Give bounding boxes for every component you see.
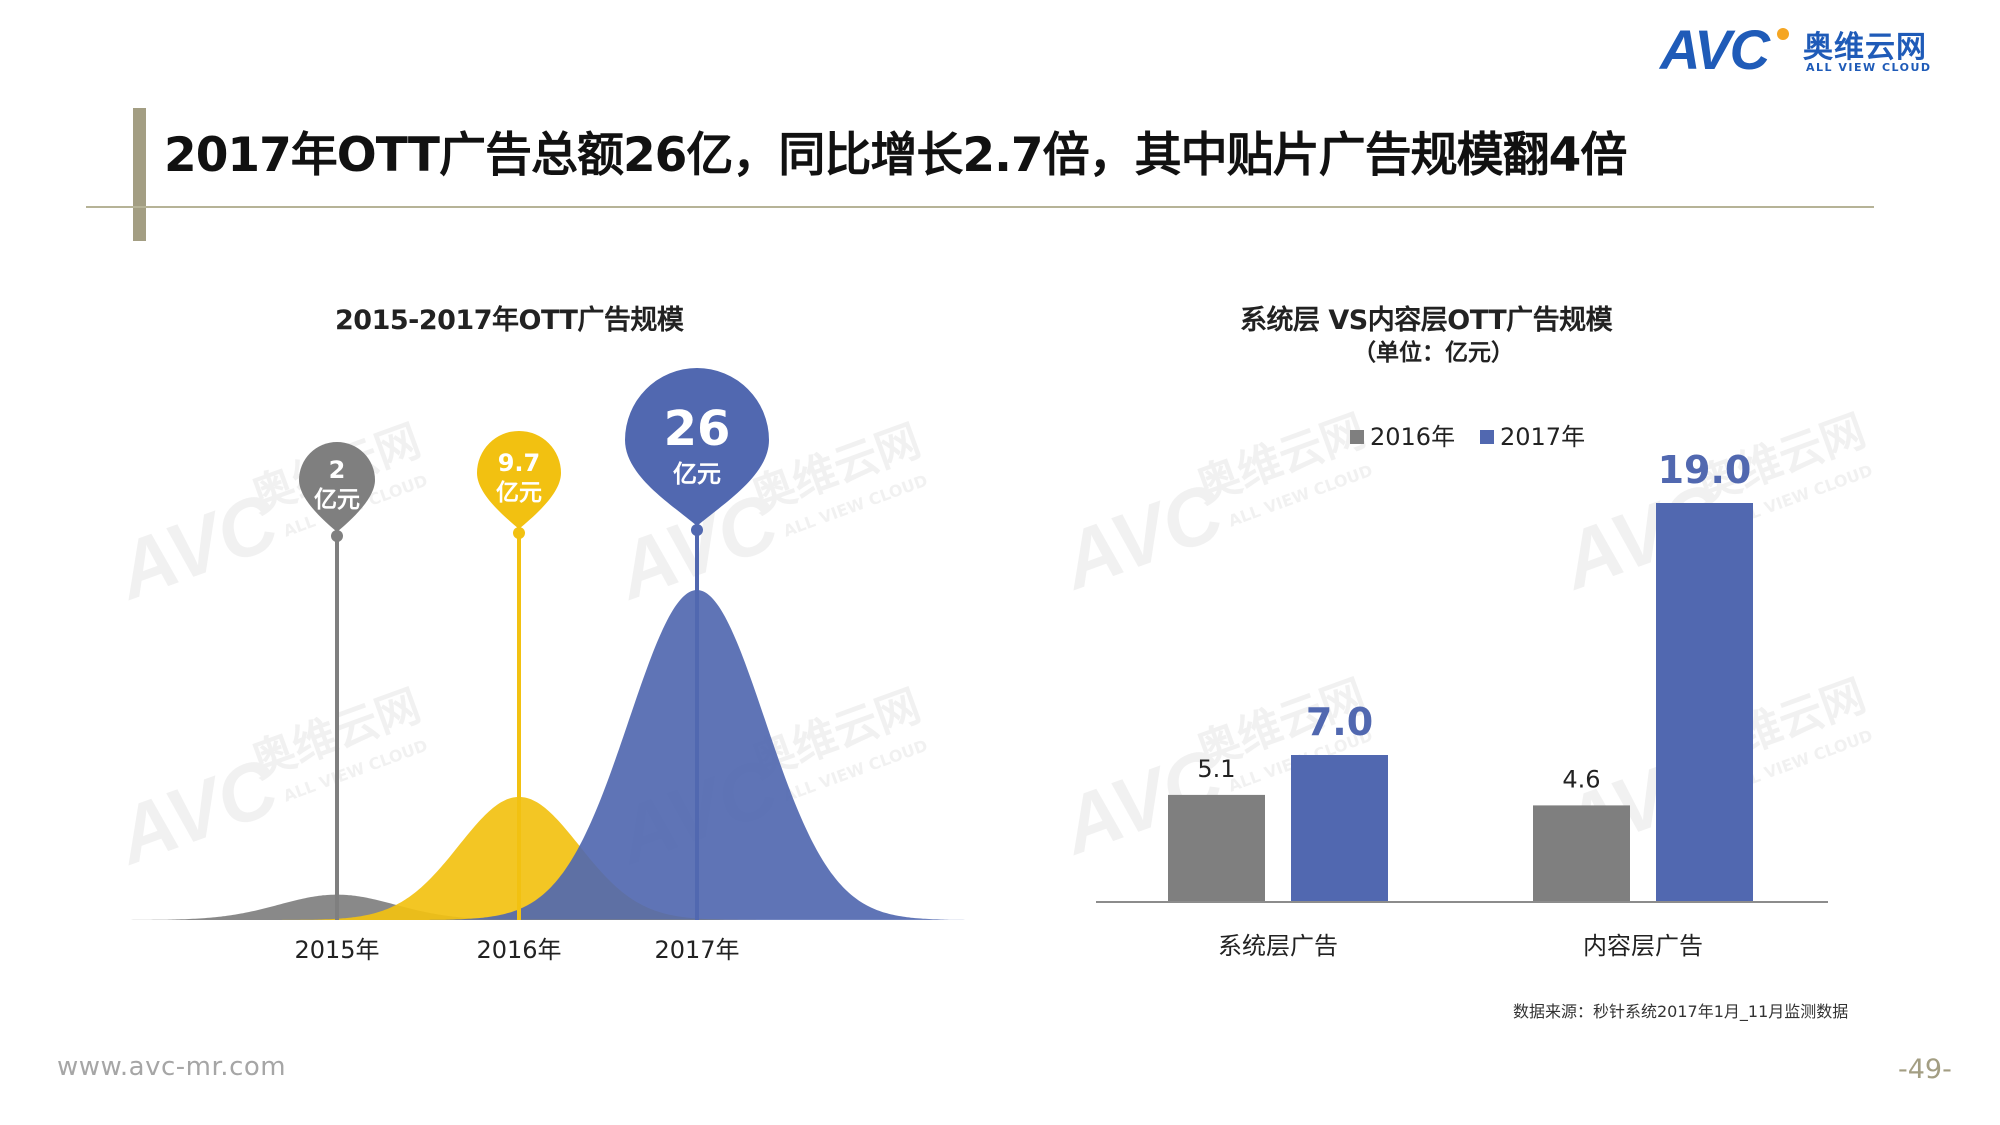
x-tick-label: 2016年	[476, 936, 561, 964]
bar-2016年-系统层广告	[1168, 794, 1265, 902]
page-title: 2017年OTT广告总额26亿，同比增长2.7倍，其中贴片广告规模翻4倍	[164, 128, 1627, 183]
left-chart: 2 亿元 9.7 亿元 26 亿元 2015年 2016年 2017年	[105, 368, 969, 964]
right-chart-subtitle: （单位：亿元）	[1353, 340, 1514, 366]
bar-2017年-系统层广告	[1291, 755, 1388, 902]
left-chart-title: 2015-2017年OTT广告规模	[335, 305, 684, 336]
bar-2016年-内容层广告	[1533, 805, 1630, 902]
legend-label: 2017年	[1500, 423, 1585, 451]
pin-unit-label: 亿元	[673, 460, 721, 488]
logo-brand: AVC	[1660, 18, 1770, 81]
x-tick-label: 系统层广告	[1218, 932, 1338, 960]
pin-unit-label: 亿元	[496, 480, 542, 506]
footer-url: www.avc-mr.com	[57, 1052, 287, 1082]
data-source-note: 数据来源：秒针系统2017年1月_11月监测数据	[1513, 1002, 1849, 1021]
legend-swatch	[1350, 430, 1364, 444]
pin-value-label: 26	[664, 401, 731, 457]
pin-unit-label: 亿元	[314, 487, 360, 513]
bar-data-label: 5.1	[1197, 755, 1235, 783]
title-accent-bar	[133, 108, 146, 241]
logo-name-cn: 奥维云网	[1803, 30, 1927, 65]
bar-data-label: 4.6	[1562, 765, 1600, 793]
pin-2015年	[299, 442, 375, 532]
pin-2017年	[625, 368, 769, 526]
x-tick-label: 2015年	[294, 936, 379, 964]
pin-dot	[691, 524, 703, 536]
pin-value-label: 2	[329, 456, 346, 484]
logo-name-en: ALL VIEW CLOUD	[1806, 61, 1932, 74]
bar-data-label: 19.0	[1658, 448, 1752, 492]
legend-label: 2016年	[1370, 423, 1455, 451]
pin-dot	[331, 530, 343, 542]
right-chart-title: 系统层 VS内容层OTT广告规模	[1240, 305, 1613, 336]
avc-logo: AVC 奥维云网 ALL VIEW CLOUD	[1660, 20, 1970, 80]
pin-value-label: 9.7	[498, 449, 541, 477]
page-number: -49-	[1898, 1054, 1952, 1085]
bar-2017年-内容层广告	[1656, 503, 1753, 902]
bar-data-label: 7.0	[1306, 700, 1373, 744]
legend-swatch	[1480, 430, 1494, 444]
pin-dot	[513, 527, 525, 539]
x-tick-label: 内容层广告	[1583, 932, 1703, 960]
x-tick-label: 2017年	[654, 936, 739, 964]
pin-2016年	[477, 430, 561, 529]
right-chart: 2016年 2017年 5.1 7.0 系统层广告 4.6 19.0 内容层广告	[1096, 423, 1828, 960]
title-divider	[86, 206, 1874, 208]
logo-dot	[1777, 28, 1789, 40]
